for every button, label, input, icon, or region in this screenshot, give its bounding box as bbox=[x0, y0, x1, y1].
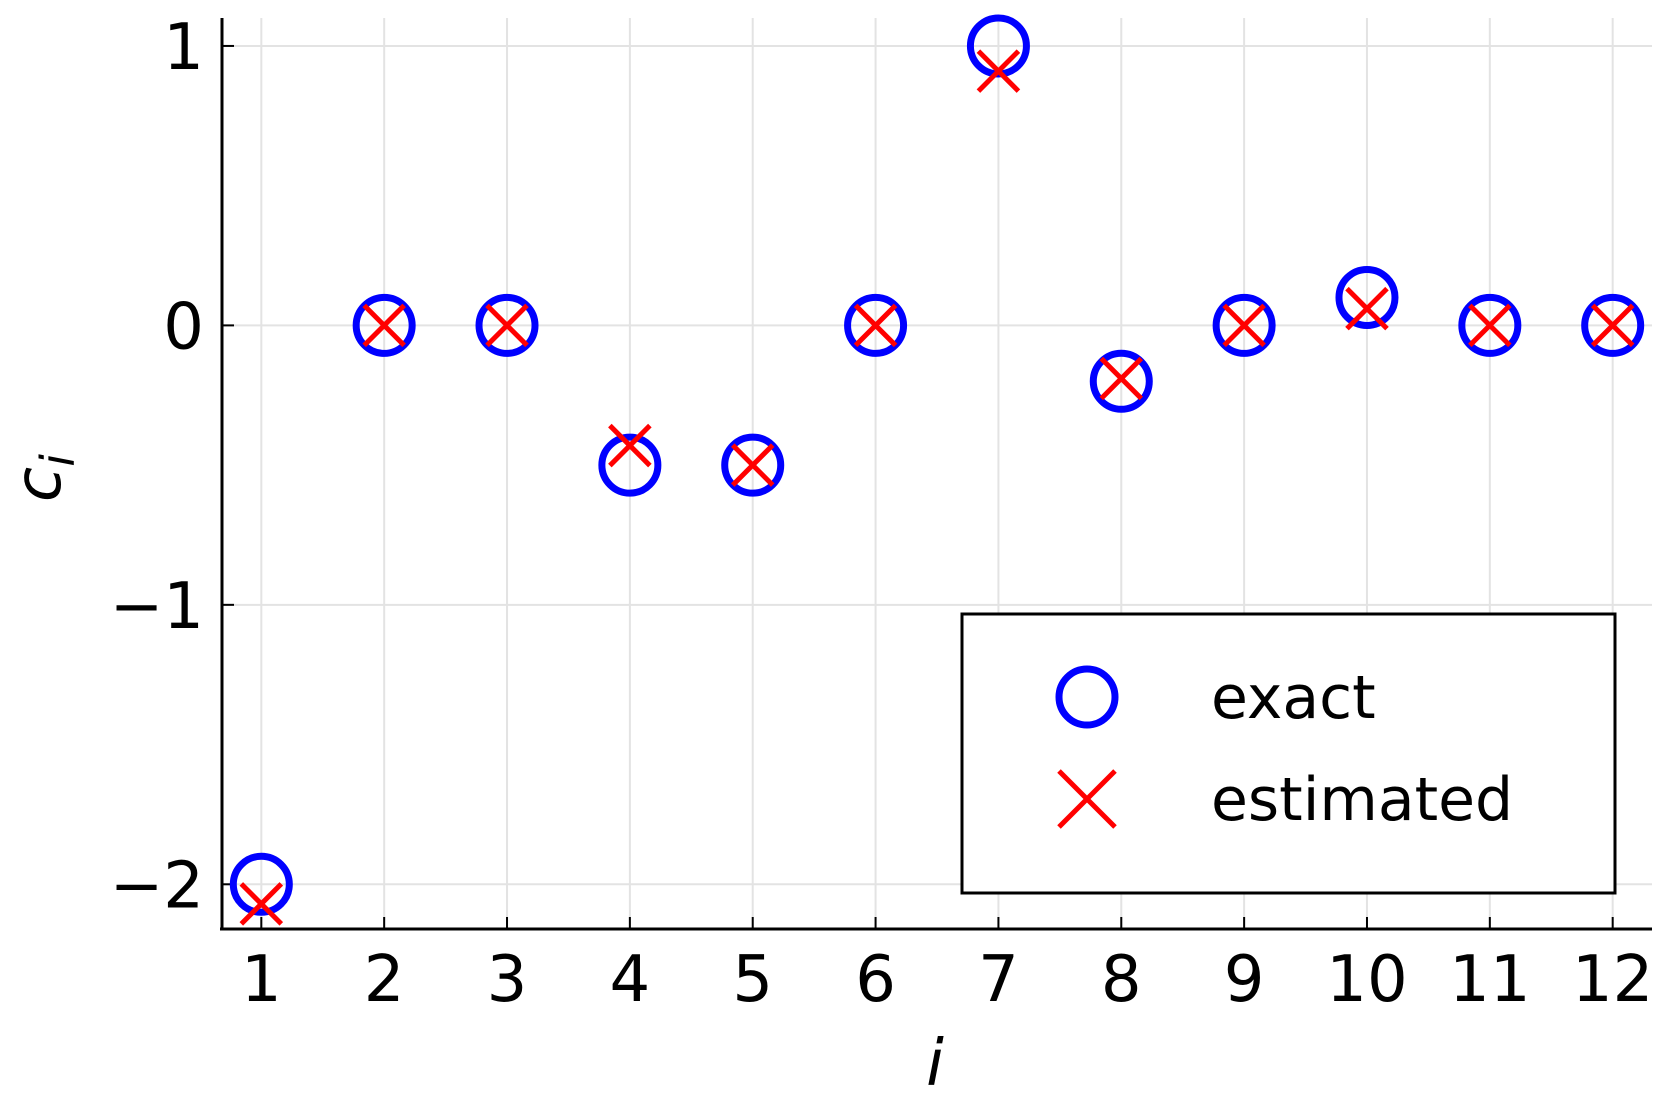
exact-point-10 bbox=[1335, 265, 1399, 329]
tick-marks bbox=[222, 44, 1614, 929]
estimated-point-3 bbox=[485, 303, 529, 348]
legend-box bbox=[960, 612, 1617, 895]
x-tick-label-12: 12 bbox=[1572, 943, 1653, 1017]
legend-label-estimated: estimated bbox=[1211, 765, 1513, 835]
x-tick-label-6: 6 bbox=[855, 943, 896, 1017]
legend: exact estimated bbox=[960, 612, 1617, 895]
y-tick-label-0: 1 bbox=[163, 11, 204, 85]
x-tick-label-9: 9 bbox=[1224, 943, 1265, 1017]
estimated-point-5 bbox=[730, 443, 775, 487]
x-tick-label-7: 7 bbox=[978, 943, 1019, 1017]
grid-lines bbox=[222, 18, 1652, 929]
estimated-point-4 bbox=[608, 423, 652, 468]
x-tick-label-5: 5 bbox=[732, 943, 773, 1017]
estimated-point-12 bbox=[1590, 303, 1635, 348]
x-tick-label-4: 4 bbox=[610, 943, 651, 1017]
exact-point-12 bbox=[1581, 293, 1645, 357]
x-tick-label-8: 8 bbox=[1101, 943, 1142, 1017]
exact-point-2 bbox=[352, 293, 416, 357]
y-tick-label-1: 0 bbox=[163, 290, 204, 364]
y-tick-label-2: −1 bbox=[110, 570, 204, 644]
x-tick-label-2: 2 bbox=[364, 943, 405, 1017]
exact-point-4 bbox=[598, 433, 662, 497]
estimated-point-7 bbox=[976, 49, 1021, 93]
x-tick-label-3: 3 bbox=[487, 943, 528, 1017]
exact-point-8 bbox=[1089, 349, 1153, 413]
exact-point-3 bbox=[475, 293, 539, 357]
estimated-point-9 bbox=[1222, 303, 1266, 348]
legend-marker-estimated bbox=[1057, 769, 1117, 829]
legend-label-exact: exact bbox=[1211, 663, 1376, 733]
y-tick-label-3: −2 bbox=[110, 849, 204, 923]
exact-point-1 bbox=[229, 852, 293, 916]
x-tick-label-11: 11 bbox=[1449, 943, 1530, 1017]
x-axis-label: i bbox=[926, 1027, 944, 1096]
estimated-point-2 bbox=[362, 303, 406, 348]
y-axis-label: ci bbox=[2, 454, 85, 502]
y-axis-label-subscript: i bbox=[31, 454, 85, 467]
exact-point-11 bbox=[1458, 293, 1522, 357]
exact-point-9 bbox=[1212, 293, 1276, 357]
exact-point-5 bbox=[721, 433, 785, 497]
axes bbox=[220, 18, 1652, 931]
estimated-point-10 bbox=[1345, 286, 1389, 331]
legend-marker-exact bbox=[1055, 665, 1119, 729]
estimated-point-11 bbox=[1468, 303, 1512, 348]
x-tick-label-1: 1 bbox=[241, 943, 282, 1017]
estimated-point-1 bbox=[239, 882, 284, 926]
x-tick-label-10: 10 bbox=[1326, 943, 1407, 1017]
data-markers bbox=[229, 14, 1645, 926]
estimated-point-8 bbox=[1099, 356, 1144, 401]
exact-point-6 bbox=[844, 293, 908, 357]
estimated-point-6 bbox=[853, 303, 898, 348]
